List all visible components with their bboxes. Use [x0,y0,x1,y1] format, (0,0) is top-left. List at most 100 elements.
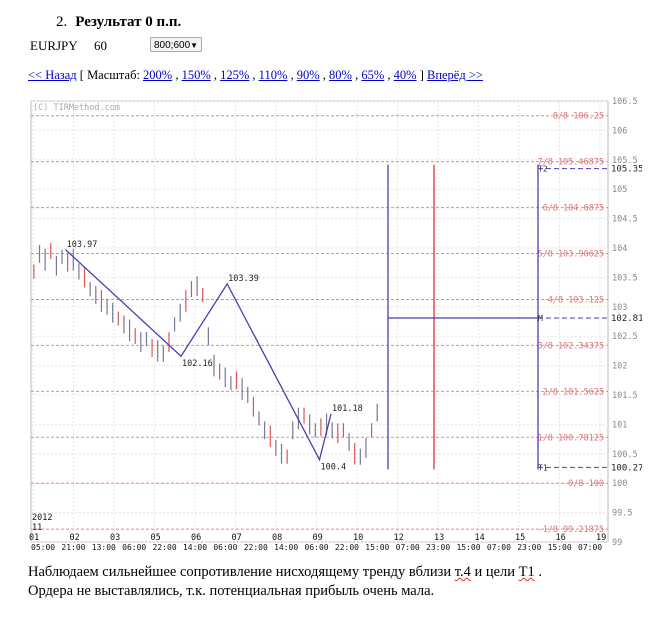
plot-area [30,100,609,543]
target-name: M [538,314,543,323]
symbol-label: EURJPY [30,38,78,53]
y-tick-label: 99.5 [612,509,632,519]
x-tick-label-time: 06:00 [122,543,146,552]
zigzag-line [65,249,332,462]
size-select[interactable]: 800;600 ▼ [150,37,202,52]
x-tick-label-time: 14:00 [274,543,298,552]
scale-close: ] [419,68,424,82]
x-tick-label-time: 05:00 [31,543,55,552]
y-tick-label: 102 [612,362,627,372]
note-point4: т.4 [454,564,471,580]
x-tick-label-time: 22:00 [153,543,177,552]
y-tick-label: 101 [612,420,627,430]
y-tick-label: 103.5 [612,273,638,283]
x-tick-label-time: 06:00 [305,543,329,552]
heading-number: 2. [56,14,68,30]
scale-link-90[interactable]: 90% [296,68,320,82]
note-target1: Т1 [518,564,535,580]
note-line1-c: и цели [470,564,519,580]
x-tick-label-time: 15:00 [548,543,572,552]
x-tick-label-day: 15 [515,533,525,543]
target-value-label: 100.27 [611,463,642,473]
x-tick-label-time: 23:00 [517,543,541,552]
x-tick-label-day: 14 [475,533,485,543]
zigzag-point-label: 103.39 [228,274,259,284]
y-tick-label: 104.5 [612,215,638,225]
forward-link[interactable]: Вперёд >> [426,68,483,82]
price-chart: 106.5106105.5105104.5104103.5103102.5102… [29,97,642,552]
murray-level-label: 5/8 103.90625 [537,250,604,260]
y-tick-label: 101.5 [612,391,638,401]
x-tick-label-time: 07:00 [487,543,511,552]
chevron-down-icon: ▼ [190,41,198,50]
x-tick-label-day: 08 [272,533,282,543]
zigzag-point-label: 101.18 [332,404,363,414]
murray-level-label: 7/8 105.46875 [537,158,604,168]
scale-link-40[interactable]: 40% [393,68,417,82]
x-tick-label-time: 22:00 [244,543,268,552]
x-tick-label-time: 15:00 [365,543,389,552]
x-tick-label-day: 02 [70,533,80,543]
x-tick-label-day: 10 [353,533,363,543]
murray-level-label: 1/8 100.78125 [537,433,604,443]
y-tick-label: 99 [612,538,622,548]
x-tick-label-time: 07:00 [396,543,420,552]
y-tick-label: 105 [612,185,627,195]
y-tick-label: 104 [612,244,627,254]
note-line1-a: Наблюдаем сильнейшее сопротивление нисхо… [28,564,455,580]
x-tick-label-day: 13 [434,533,444,543]
scale-link-125[interactable]: 125% [220,68,250,82]
x-tick-label-day: 19 [596,533,606,543]
x-tick-label-time: 15:00 [456,543,480,552]
x-tick-label-time: 23:00 [426,543,450,552]
size-select-value: 800;600 [154,40,191,51]
y-tick-label: 106 [612,126,627,136]
scale-label: [ Масштаб: [79,68,140,82]
murray-level-label: 3/8 102.34375 [537,341,604,351]
x-tick-label-time: 13:00 [92,543,116,552]
scale-navigation: << Назад [ Масштаб: 200% , 150% , 125% ,… [28,68,483,82]
x-tick-label-time: 21:00 [61,543,85,552]
result-heading: 2. Результат 0 п.п. [56,14,181,31]
x-tick-label-time: 22:00 [335,543,359,552]
x-tick-label-day: 06 [191,533,201,543]
target-value-box [609,462,641,473]
murray-level-label: 0/8 100 [568,479,604,489]
target-name: T1 [538,463,548,472]
x-year-label: 2012 [32,513,52,523]
scale-link-200[interactable]: 200% [143,68,173,82]
scale-link-80[interactable]: 80% [329,68,352,82]
x-tick-label-day: 05 [151,533,161,543]
scale-link-65[interactable]: 65% [361,68,385,82]
target-value-label: 105.35 [611,165,642,175]
x-tick-label-time: 07:00 [578,543,602,552]
x-month-label: 11 [32,523,42,533]
y-tick-label: 102.5 [612,332,638,342]
x-tick-label-day: 03 [110,533,120,543]
zigzag-point-label: 100.4 [321,463,347,473]
y-tick-label: 100 [612,479,627,489]
target-value-box [609,163,641,174]
x-tick-label-day: 07 [232,533,242,543]
scale-link-110[interactable]: 110% [258,68,288,82]
y-tick-label: 103 [612,303,627,313]
timeframe-label: 60 [94,38,107,53]
x-tick-label-day: 16 [556,533,566,543]
watermark: (C) TIRMethod.com [33,103,120,113]
comment-text: Наблюдаем сильнейшее сопротивление нисхо… [28,563,658,601]
x-tick-label-day: 12 [394,533,404,543]
x-tick-label-time: 06:00 [213,543,237,552]
note-line1-e: . [534,564,543,580]
x-tick-label-day: 09 [313,533,323,543]
scale-link-150[interactable]: 150% [181,68,211,82]
heading-title: Результат 0 п.п. [75,14,182,30]
x-tick-label-day: 01 [29,533,39,543]
y-tick-label: 105.5 [612,156,638,166]
murray-level-label: 4/8 103.125 [548,295,604,305]
back-link[interactable]: << Назад [28,68,77,82]
target-name: T2 [538,165,548,174]
target-value-box [609,312,641,323]
instrument-info: EURJPY 60 [30,38,148,54]
zigzag-point-label: 102.16 [182,359,213,369]
target-value-label: 102.81 [611,314,642,324]
